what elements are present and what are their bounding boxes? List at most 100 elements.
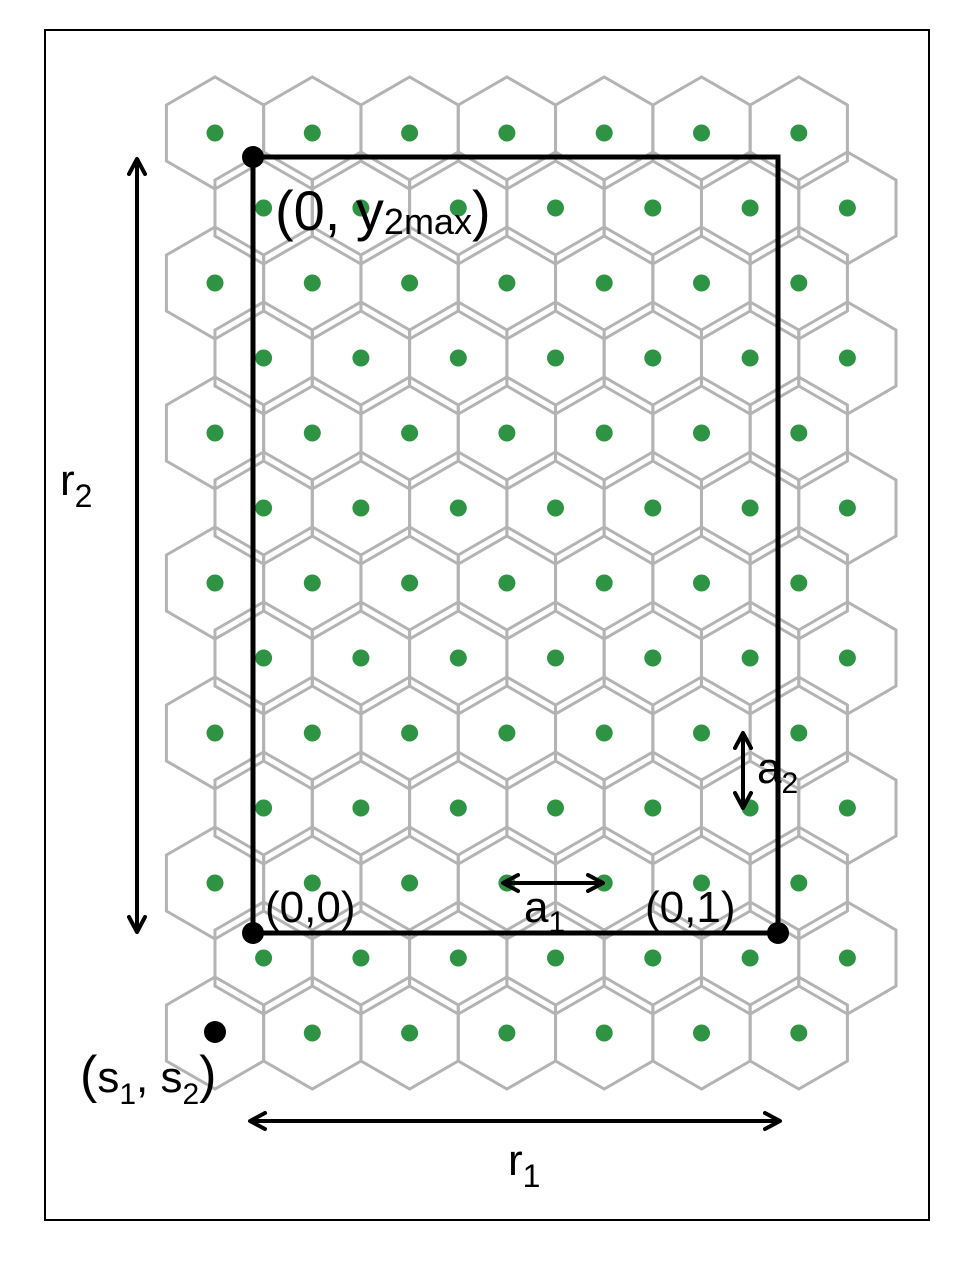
corner-point-top-left xyxy=(242,146,264,168)
hex-center-dot xyxy=(790,874,808,892)
a2-label: a2 xyxy=(757,744,798,800)
r1-label: r1 xyxy=(508,1136,540,1194)
hex-cell xyxy=(748,375,849,491)
hex-cell xyxy=(748,75,849,191)
hex-center-dot xyxy=(693,724,710,742)
hex-center-dot xyxy=(644,499,662,517)
hex-center-dot xyxy=(838,349,856,367)
hex-center-dot xyxy=(595,724,613,742)
hex-center-dot xyxy=(352,949,370,967)
hex-center-dot xyxy=(449,949,467,967)
hex-center-dot xyxy=(206,724,224,742)
hex-center-dot xyxy=(206,574,224,592)
offset-s1-subscript: 1 xyxy=(119,1078,136,1111)
hex-center-dot xyxy=(303,574,321,592)
hex-center-dot xyxy=(303,124,321,142)
hex-center-dot xyxy=(838,199,856,217)
hex-center-dot xyxy=(206,424,224,442)
hex-center-dot xyxy=(595,1024,613,1042)
hex-center-dot xyxy=(644,799,662,817)
r2-base: r xyxy=(60,456,75,505)
hex-center-dot xyxy=(449,499,467,517)
hex-center-dot xyxy=(595,274,613,292)
hex-center-dot xyxy=(255,499,273,517)
region-rectangle xyxy=(250,154,781,936)
a1-base: a xyxy=(524,883,549,932)
hex-center-dot xyxy=(790,1024,808,1042)
hex-center-dot xyxy=(547,349,564,367)
corner-point-bottom-right xyxy=(767,922,789,944)
hex-center-dot xyxy=(303,274,321,292)
hex-center-dot xyxy=(741,349,759,367)
hex-center-dot xyxy=(401,274,419,292)
offset-s2-subscript: 2 xyxy=(182,1078,199,1111)
hex-center-dot xyxy=(693,574,710,592)
top-left-subscript: 2max xyxy=(384,201,472,242)
hex-center-dot xyxy=(547,949,564,967)
r1-base: r xyxy=(508,1136,523,1185)
hex-center-dot xyxy=(790,424,808,442)
hex-center-dot xyxy=(790,724,808,742)
hex-center-dot xyxy=(303,724,321,742)
hex-center-dot xyxy=(449,799,467,817)
hex-center-dot xyxy=(303,1024,321,1042)
hex-center-dot xyxy=(498,424,516,442)
hex-center-dot xyxy=(401,874,419,892)
a2-base: a xyxy=(757,744,782,793)
hex-center-dot xyxy=(547,799,564,817)
hex-center-dot xyxy=(547,499,564,517)
hex-center-dot xyxy=(693,274,710,292)
hex-center-dot xyxy=(255,949,273,967)
hex-cell xyxy=(797,900,898,1016)
hex-center-dot xyxy=(693,874,710,892)
a1-subscript: 1 xyxy=(548,906,565,939)
hex-cell xyxy=(797,150,898,266)
hex-center-dot xyxy=(790,574,808,592)
hex-center-dot xyxy=(206,274,224,292)
hex-cell xyxy=(797,450,898,566)
hex-center-dot xyxy=(693,1024,710,1042)
hex-center-dot xyxy=(401,1024,419,1042)
hex-cell xyxy=(797,750,898,866)
hex-center-dot xyxy=(741,499,759,517)
top-left-label: (0, y2max) xyxy=(275,179,491,242)
r2-label: r2 xyxy=(60,456,92,514)
hex-cell xyxy=(748,825,849,941)
top-left-close: ) xyxy=(472,179,491,242)
hex-center-dot xyxy=(790,124,808,142)
hex-center-dot xyxy=(352,649,370,667)
offset-point xyxy=(204,1021,226,1043)
r2-subscript: 2 xyxy=(75,478,93,514)
hex-cell xyxy=(748,975,849,1091)
offset-close: ) xyxy=(199,1046,216,1104)
hex-center-dot xyxy=(206,874,224,892)
hex-center-dot xyxy=(547,199,564,217)
a2-subscript: 2 xyxy=(781,767,798,800)
offset-comma: , xyxy=(136,1053,160,1102)
hex-center-dot xyxy=(206,124,224,142)
hex-center-dot xyxy=(790,274,808,292)
hex-center-dot xyxy=(693,124,710,142)
hex-center-dot xyxy=(352,349,370,367)
hex-center-dot xyxy=(498,274,516,292)
hex-center-dot xyxy=(741,649,759,667)
hex-center-dot xyxy=(644,949,662,967)
hex-center-dot xyxy=(838,949,856,967)
hex-center-dot xyxy=(838,649,856,667)
hex-center-dot xyxy=(693,424,710,442)
hex-center-dot xyxy=(449,649,467,667)
plot-border xyxy=(44,29,930,1221)
hex-center-dot xyxy=(303,874,321,892)
hex-center-dot xyxy=(644,349,662,367)
hex-center-dot xyxy=(449,199,467,217)
hex-center-dot xyxy=(255,199,273,217)
hex-center-dot xyxy=(303,424,321,442)
hex-center-dot xyxy=(352,799,370,817)
origin-label: (0,0) xyxy=(265,883,355,932)
hex-center-dot xyxy=(595,424,613,442)
hex-center-dot xyxy=(498,124,516,142)
hex-center-dot xyxy=(595,574,613,592)
hex-center-dot xyxy=(644,649,662,667)
offset-open: ( xyxy=(80,1046,98,1104)
